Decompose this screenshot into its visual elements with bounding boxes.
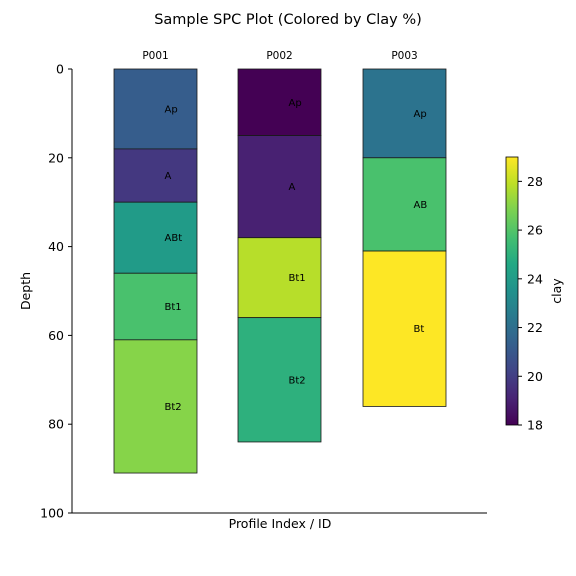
colorbar: 18 20 22 24 26 28 [505, 156, 543, 433]
profile-p002: P002 Ap A Bt1 Bt2 [237, 50, 322, 443]
y-axis-label: Depth [18, 272, 33, 310]
profile-p003: P003 Ap AB Bt [362, 50, 447, 407]
y-tick-label: 40 [48, 239, 64, 254]
y-tick-label: 20 [48, 150, 64, 165]
y-tick-label: 80 [48, 417, 64, 432]
horizon-bar [362, 68, 447, 159]
horizon-label: A [165, 171, 172, 182]
y-tick-label: 0 [56, 62, 64, 77]
colorbar-tick-label: 26 [527, 223, 543, 238]
horizon-bar [237, 237, 322, 319]
horizon-bar [113, 339, 198, 474]
horizon-label: AB [414, 200, 428, 211]
horizon-label: ABt [165, 233, 183, 244]
horizon-bar [362, 157, 447, 252]
colorbar-tick-label: 28 [527, 174, 543, 189]
colorbar-gradient [505, 156, 519, 426]
horizon-bar [113, 148, 198, 203]
horizon-bar [362, 250, 447, 407]
colorbar-tick-label: 22 [527, 320, 543, 335]
plot-axes: 0 20 40 60 80 100 [40, 62, 487, 521]
profiles-layer: P001 Ap A ABt Bt1 Bt2 P002 Ap A Bt1 Bt2 P003 Ap AB Bt [113, 50, 447, 474]
horizon-label: Ap [289, 98, 302, 109]
colorbar-tick-label: 24 [527, 271, 543, 286]
horizon-label: Bt2 [289, 375, 306, 386]
colorbar-tick-label: 18 [527, 418, 543, 433]
profile-id-label: P003 [391, 50, 417, 62]
y-tick-label: 60 [48, 328, 64, 343]
y-tick-label: 100 [40, 506, 64, 521]
horizon-label: A [289, 182, 296, 193]
colorbar-label: clay [549, 278, 564, 304]
horizon-label: Bt2 [165, 402, 182, 413]
horizon-label: Bt1 [289, 273, 306, 284]
profile-id-label: P002 [266, 50, 292, 62]
horizon-bar [237, 68, 322, 136]
x-axis-label: Profile Index / ID [229, 516, 332, 531]
horizon-label: Ap [165, 104, 178, 115]
profile-p001: P001 Ap A ABt Bt1 Bt2 [113, 50, 198, 474]
colorbar-tick-label: 20 [527, 369, 543, 384]
horizon-label: Ap [414, 109, 427, 120]
horizon-bar [113, 68, 198, 150]
horizon-bar [237, 317, 322, 443]
horizon-label: Bt [414, 324, 425, 335]
chart-title: Sample SPC Plot (Colored by Clay %) [154, 12, 422, 28]
horizon-bar [237, 135, 322, 239]
horizon-bar [113, 201, 198, 274]
profile-id-label: P001 [142, 50, 168, 62]
horizon-bar [113, 272, 198, 341]
horizon-label: Bt1 [165, 302, 182, 313]
